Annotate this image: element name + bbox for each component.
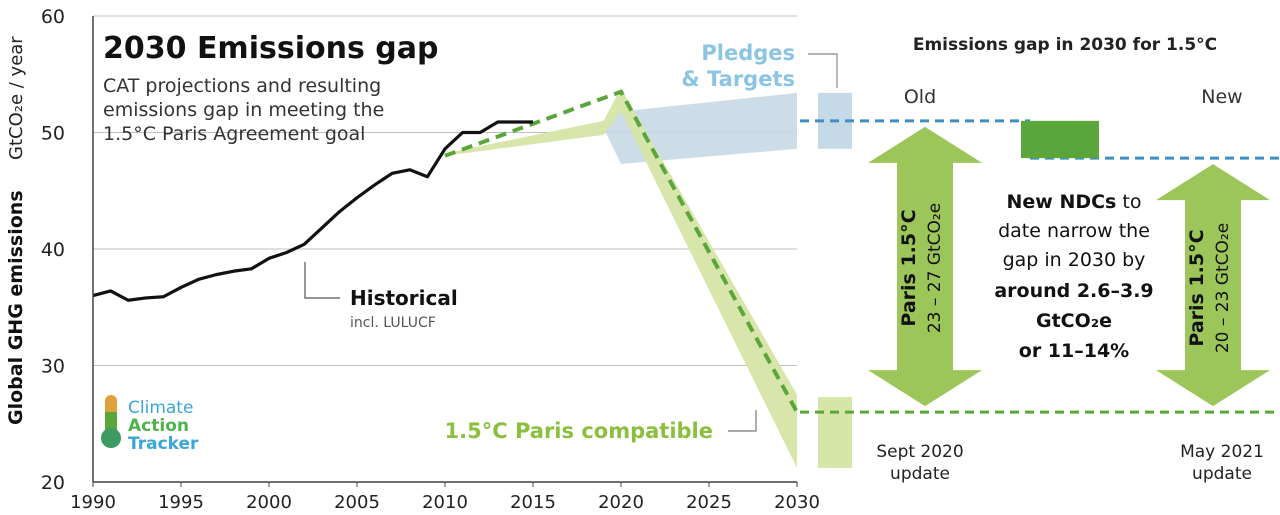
x-tick-label: 2030 bbox=[774, 492, 820, 513]
chart-subtitle-line: CAT projections and resulting bbox=[103, 75, 381, 97]
chart-subtitle-line: emissions gap in meeting the bbox=[103, 99, 384, 121]
new-caption: May 2021 bbox=[1180, 442, 1264, 462]
y-tick-label: 30 bbox=[41, 356, 65, 378]
x-tick-label: 2015 bbox=[510, 492, 556, 513]
gap-panel-title: Emissions gap in 2030 for 1.5°C bbox=[913, 35, 1217, 55]
gap-message-line: New NDCs to bbox=[1006, 191, 1141, 213]
gap-narrow-box bbox=[1021, 120, 1099, 159]
old-arrow-title: Paris 1.5°C bbox=[898, 209, 920, 326]
historical-line bbox=[92, 120, 533, 302]
y-tick-label: 60 bbox=[41, 6, 65, 28]
y-tick-label: 50 bbox=[41, 123, 65, 145]
x-tick-label: 2005 bbox=[334, 492, 380, 513]
gap-panel: Emissions gap in 2030 for 1.5°C Old New Par… bbox=[800, 35, 1280, 484]
old-gap-arrow bbox=[868, 126, 982, 407]
x-tick-label: 1990 bbox=[70, 492, 116, 513]
pledges-label: Pledges bbox=[701, 41, 795, 65]
paris-band bbox=[445, 88, 797, 469]
x-tick-label: 2010 bbox=[422, 492, 468, 513]
paris-label: 1.5°C Paris compatible bbox=[445, 419, 713, 443]
new-arrow-title: Paris 1.5°C bbox=[1186, 229, 1208, 346]
grid-lines bbox=[93, 15, 797, 366]
new-caption: update bbox=[1192, 464, 1252, 484]
gap-message-line: or 11–14% bbox=[1019, 340, 1129, 362]
chart-subtitle-line: 1.5°C Paris Agreement goal bbox=[103, 123, 365, 145]
pledges-leader bbox=[808, 53, 838, 88]
new-gap-arrow bbox=[1156, 164, 1270, 407]
paris-dashed-line bbox=[444, 89, 799, 414]
y-axis-unit: GtCO₂e / year bbox=[6, 36, 27, 160]
gap-old-label: Old bbox=[904, 86, 936, 108]
y-axis-label: Global GHG emissions bbox=[5, 190, 27, 425]
logo-line: Climate bbox=[128, 398, 193, 418]
x-tick-label: 2000 bbox=[246, 492, 292, 513]
new-arrow-range: 20 – 23 GtCO₂e bbox=[1213, 223, 1233, 353]
bands-layer bbox=[445, 88, 797, 469]
paris-leader bbox=[728, 410, 757, 432]
gap-message-line: GtCO₂e bbox=[1036, 310, 1112, 332]
old-arrow-range: 23 – 27 GtCO₂e bbox=[925, 203, 945, 333]
pledges-label: & Targets bbox=[681, 67, 795, 91]
historical-label: Historical bbox=[350, 286, 458, 310]
thermometer-bulb-icon bbox=[101, 428, 121, 448]
gap-new-label: New bbox=[1201, 86, 1242, 108]
thermometer-fill-icon bbox=[105, 412, 117, 432]
x-tick-label: 2020 bbox=[598, 492, 644, 513]
annotations-layer: 2030 Emissions gap CAT projections and re… bbox=[103, 31, 838, 443]
x-tick-label: 1995 bbox=[158, 492, 204, 513]
gap-message-line: gap in 2030 by bbox=[1003, 249, 1146, 271]
gap-message-bold: New NDCs bbox=[1006, 191, 1116, 213]
y-tick-label: 40 bbox=[41, 239, 65, 261]
paris-2030-box bbox=[818, 396, 852, 469]
old-caption: Sept 2020 bbox=[876, 442, 963, 462]
old-caption: update bbox=[890, 464, 950, 484]
lines-layer bbox=[92, 89, 799, 414]
gap-message-rest: to bbox=[1116, 191, 1141, 213]
gap-message-line: around 2.6–3.9 bbox=[994, 280, 1153, 302]
historical-leader bbox=[304, 262, 340, 299]
logo-line: Tracker bbox=[128, 434, 199, 454]
x-tick-label: 2025 bbox=[686, 492, 732, 513]
chart-title: 2030 Emissions gap bbox=[103, 31, 438, 66]
gap-message-line: date narrow the bbox=[998, 220, 1150, 242]
historical-sublabel: incl. LULUCF bbox=[350, 315, 436, 331]
logo-line: Action bbox=[128, 416, 189, 436]
y-tick-label: 20 bbox=[41, 472, 65, 494]
